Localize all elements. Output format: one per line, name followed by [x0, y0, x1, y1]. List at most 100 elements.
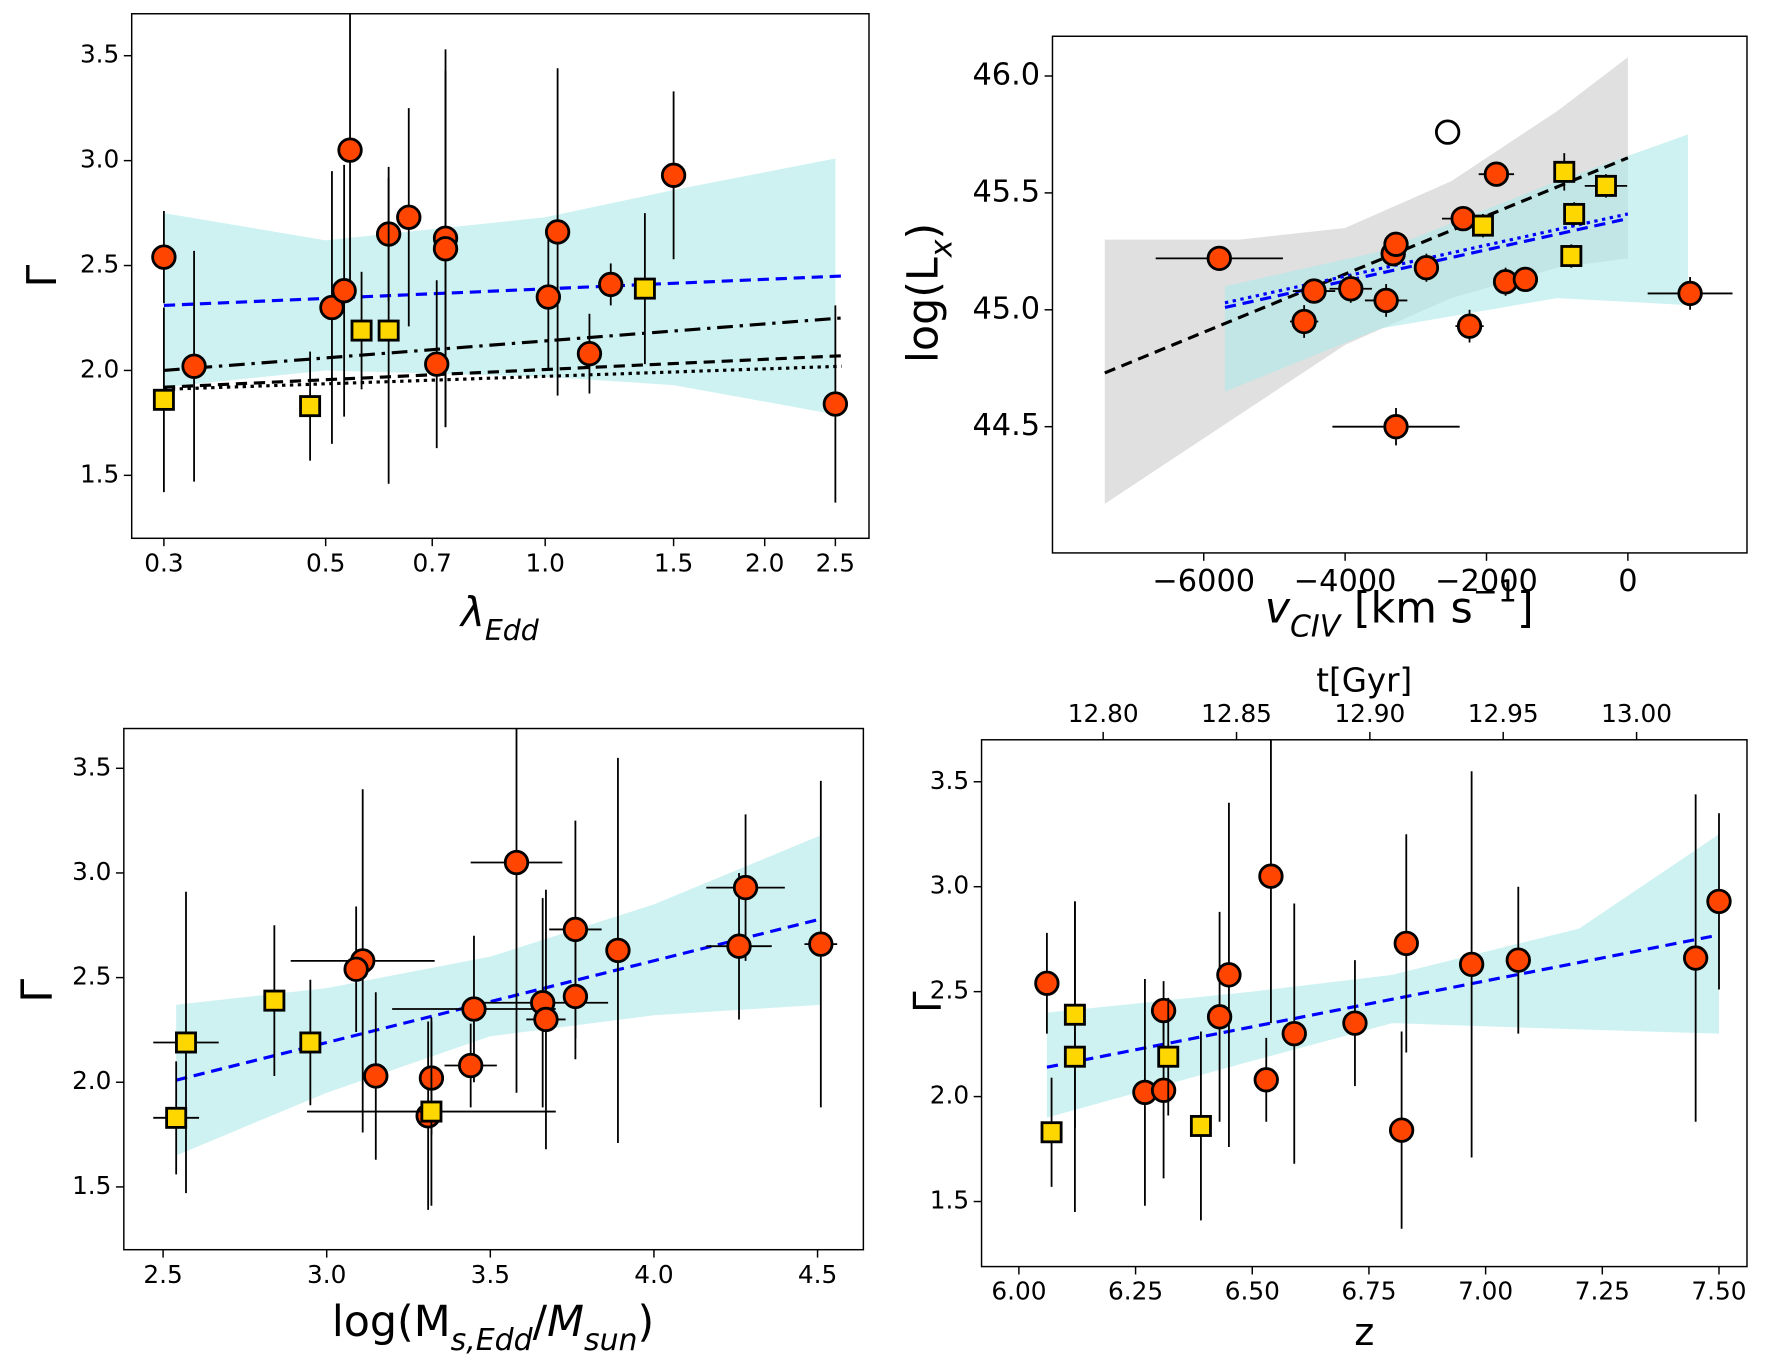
- plot-frame: [130, 13, 870, 540]
- circle-point: [181, 353, 207, 379]
- x-tick-label: 0.5: [306, 548, 345, 577]
- circle-point: [660, 162, 687, 188]
- circle-point: [1150, 1077, 1177, 1103]
- circle-point: [598, 271, 624, 298]
- label-run: s,Edd: [451, 1323, 534, 1358]
- fit-line: [163, 316, 842, 373]
- y-tick-label: 44.5: [972, 408, 1040, 443]
- label-run: Γ: [905, 991, 950, 1013]
- x-tick-label: 2.0: [745, 548, 784, 577]
- circle-point: [1383, 414, 1409, 440]
- circle-point: [1388, 1117, 1415, 1143]
- circle-point: [461, 996, 487, 1022]
- plot-area: [151, 13, 849, 503]
- square-point: [1553, 160, 1576, 183]
- circle-point: [503, 849, 530, 876]
- x-tick-label: 4.5: [798, 1260, 837, 1289]
- square-point: [420, 1100, 443, 1123]
- circle-point: [396, 204, 422, 230]
- y-tick-label: 46.0: [972, 58, 1040, 93]
- square-point: [377, 319, 400, 342]
- y-tick-label: 3.0: [80, 145, 119, 174]
- panel: −6000 −4000 −2000 0 44.5 45.0 45.5 46.0 vCIV [km…: [898, 35, 1748, 644]
- square-point: [1063, 1003, 1086, 1026]
- x-axis-label: log(Ms,Edd/Msun): [332, 1296, 654, 1358]
- confidence-band: [1224, 134, 1688, 392]
- square-point: [263, 989, 286, 1012]
- x-tick-label: 6.00: [991, 1277, 1046, 1306]
- fit-line: [175, 917, 822, 1082]
- circle-point: [544, 219, 571, 245]
- circle-point: [1413, 255, 1440, 281]
- label-run: λ: [459, 588, 485, 636]
- y-axis-label: Γ: [18, 264, 66, 287]
- circle-point: [1434, 119, 1461, 145]
- x-tick-label: −2000: [1435, 564, 1538, 599]
- y-tick-label: 2.0: [72, 1066, 111, 1095]
- circle-point: [1393, 930, 1419, 957]
- panel: 0.3 0.5 0.7 1.0 1.5 2.0 2.5 1.5 2.0 2.5 3.0 3.5 λEdd…: [18, 13, 870, 646]
- confidence-band: [1046, 834, 1719, 1118]
- circle-point: [1206, 245, 1232, 272]
- circle-point: [1301, 278, 1327, 304]
- x2-tick-label: 13.00: [1601, 699, 1672, 728]
- circle-point: [1291, 308, 1317, 335]
- label-run: ]: [1517, 583, 1534, 633]
- label-run: log(L: [898, 257, 948, 363]
- panel: 6.00 6.25 6.50 6.75 7.00 7.25 7.50 1.5 2.0 2.5 3.0…: [905, 661, 1748, 1355]
- x2-axis-label: t[Gyr]: [1316, 661, 1412, 699]
- circle-point: [1677, 280, 1703, 307]
- square-point: [1560, 245, 1583, 267]
- y-tick-label: 3.5: [80, 40, 119, 69]
- y-tick-label: 1.5: [72, 1171, 111, 1200]
- label-run: M: [547, 1296, 584, 1346]
- y-tick-label: 3.0: [72, 857, 111, 886]
- y-axis-label: Γ: [12, 979, 62, 1003]
- x-tick-label: 7.50: [1691, 1277, 1746, 1306]
- circle-point: [1253, 1067, 1279, 1093]
- x2-tick-label: 12.90: [1334, 699, 1405, 728]
- label-run: z: [1354, 1310, 1374, 1355]
- square-point: [1157, 1045, 1180, 1068]
- x-tick-label: 7.00: [1458, 1277, 1513, 1306]
- circle-point: [424, 351, 450, 377]
- circle-point: [432, 236, 459, 262]
- panel: 2.5 3.0 3.5 4.0 4.5 1.5 2.0 2.5 3.0 3.5 log(Ms,Edd…: [12, 727, 865, 1358]
- x-tick-label: 0.3: [144, 548, 183, 577]
- y-tick-label: 2.0: [80, 354, 119, 383]
- circle-point: [576, 340, 603, 367]
- label-run: x: [924, 239, 959, 258]
- x-tick-label: 2.5: [816, 548, 855, 577]
- square-point: [1189, 1114, 1212, 1137]
- x-tick-label: 0.7: [413, 548, 452, 577]
- x-tick-label: 3.0: [307, 1260, 346, 1289]
- circle-point: [535, 284, 562, 310]
- label-run: [km s: [1340, 583, 1473, 633]
- x-tick-label: 6.75: [1341, 1277, 1396, 1306]
- square-point: [1471, 214, 1494, 237]
- circle-point: [562, 983, 589, 1010]
- plot-area: [1104, 57, 1733, 504]
- circle-point: [1342, 1010, 1368, 1036]
- circle-point: [1458, 951, 1485, 978]
- y-tick-label: 3.0: [930, 871, 969, 900]
- circle-point: [363, 1063, 389, 1089]
- x-axis-label: z: [1354, 1310, 1374, 1355]
- circle-point: [1450, 205, 1476, 232]
- circle-point: [1216, 962, 1242, 988]
- y-tick-label: 1.5: [80, 459, 119, 488]
- label-run: sun: [584, 1323, 638, 1358]
- circle-point: [1383, 231, 1409, 257]
- fit-line: [163, 274, 842, 307]
- square-point: [1594, 174, 1617, 197]
- confidence-band: [163, 158, 836, 415]
- x2-tick-label: 12.80: [1068, 699, 1139, 728]
- square-point: [299, 395, 322, 418]
- label-run: ): [898, 223, 948, 240]
- x-tick-label: 4.0: [634, 1260, 673, 1289]
- circle-point: [343, 956, 369, 982]
- fit-line: [1046, 933, 1720, 1069]
- label-run: ): [638, 1296, 655, 1346]
- x-axis-label: vCIV [km s−1]: [1265, 574, 1534, 644]
